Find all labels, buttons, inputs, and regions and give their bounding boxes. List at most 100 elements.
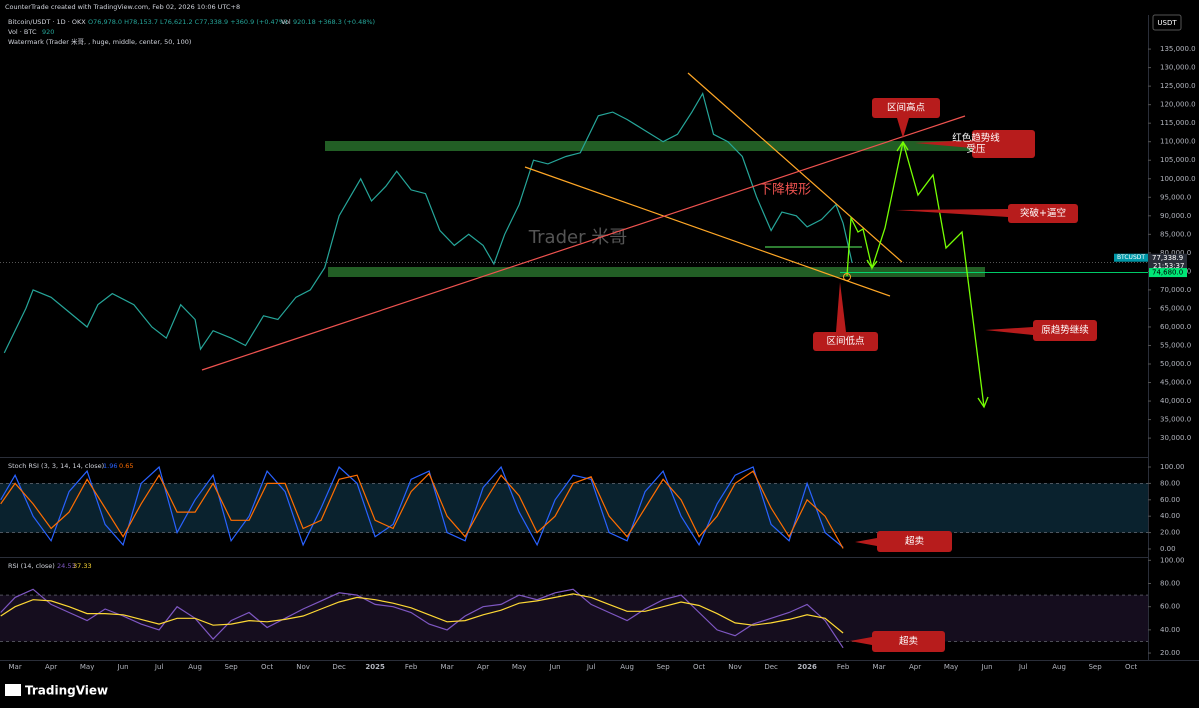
x-tick-label: Jul (586, 663, 596, 671)
callout-text: 超卖 (905, 535, 924, 547)
x-tick-label: 2025 (365, 663, 385, 671)
x-tick-label: Apr (45, 663, 57, 671)
callout-pointer (985, 327, 1033, 335)
projection-arrow (977, 396, 989, 409)
y-tick-label: 135,000.0 (1160, 45, 1196, 53)
band-fill (0, 595, 1148, 642)
x-tick-label: Mar (872, 663, 885, 671)
callout-text: 区间低点 (826, 335, 865, 347)
y-tick-label: 130,000.0 (1160, 64, 1196, 72)
vol-line: Vol · BTC (8, 28, 37, 36)
last-price: 77,338.9 (1152, 254, 1183, 262)
x-tick-label: 2026 (797, 663, 817, 671)
y-tick-label: 125,000.0 (1160, 82, 1196, 90)
band-fill (0, 483, 1148, 533)
x-tick-label: May (80, 663, 94, 671)
callout-box (877, 531, 952, 552)
y-tick-label: 80.00 (1160, 479, 1180, 487)
callout-pointer (855, 538, 877, 546)
y-tick-label: 85,000.0 (1160, 230, 1191, 238)
vol-value: 920 (42, 28, 54, 36)
x-tick-label: Apr (909, 663, 921, 671)
y-tick-label: 80,000.0 (1160, 249, 1191, 257)
x-tick-label: Aug (188, 663, 202, 671)
x-tick-label: Oct (693, 663, 705, 671)
y-tick-label: 115,000.0 (1160, 119, 1196, 127)
data-line (0, 593, 844, 634)
wedge-upper (687, 72, 903, 263)
y-tick-label: 105,000.0 (1160, 156, 1196, 164)
y-tick-label: 110,000.0 (1160, 138, 1196, 146)
callout-box (1008, 204, 1078, 223)
x-tick-label: Jul (154, 663, 164, 671)
callout-pointer (915, 140, 972, 148)
y-tick-label: 90,000.0 (1160, 212, 1191, 220)
x-tick-label: May (512, 663, 526, 671)
x-tick-label: Dec (764, 663, 778, 671)
callout-text: 突破+逼空 (1020, 207, 1066, 219)
symbol-tag-box (1114, 253, 1148, 262)
callout-box (972, 130, 1035, 158)
y-tick-label: 60,000.0 (1160, 323, 1191, 331)
data-line (0, 470, 844, 549)
indicator-readout: 37.33 (73, 562, 92, 570)
last-price-box (1149, 253, 1187, 271)
y-tick-label: 40.00 (1160, 626, 1180, 634)
symbol: Bitcoin/USDT · 1D · OKX (8, 18, 86, 26)
y-tick-label: 45,000.0 (1160, 379, 1191, 387)
y-tick-label: 100.00 (1160, 556, 1185, 564)
x-tick-label: Nov (728, 663, 742, 671)
callout-pointer (850, 637, 872, 645)
y-tick-label: 70,000.0 (1160, 286, 1191, 294)
x-tick-label: Feb (837, 663, 850, 671)
indicator-readout: 24.53 (57, 562, 76, 570)
indicator-title: RSI (14, close) (8, 562, 55, 570)
callout-text: 受压 (966, 143, 986, 155)
layers (0, 15, 1199, 661)
projection-arrow (896, 140, 909, 152)
logo-icon (5, 684, 21, 696)
indicator-readout: 0.65 (119, 462, 133, 470)
pattern-label: 下降楔形 (759, 183, 811, 198)
data-line (3, 91, 853, 354)
y-tick-label: 100.00 (1160, 463, 1185, 471)
currency-box[interactable] (1152, 14, 1182, 31)
projection-arrow (866, 259, 878, 270)
projection (846, 141, 985, 408)
currency[interactable]: USDT (1157, 19, 1177, 27)
y-tick-label: 40,000.0 (1160, 397, 1191, 405)
callout-box (813, 332, 878, 351)
callout-text: 区间高点 (887, 102, 926, 114)
y-tick-label: 120,000.0 (1160, 101, 1196, 109)
x-tick-label: Aug (620, 663, 634, 671)
callout-text: 红色趋势线 (952, 132, 1000, 144)
x-tick-label: Sep (656, 663, 670, 671)
x-tick-label: Jun (117, 663, 129, 671)
indicator-title: Stoch RSI (3, 3, 14, 14, close) (8, 462, 104, 470)
x-tick-label: Nov (296, 663, 310, 671)
y-tick-label: 80.00 (1160, 580, 1180, 588)
callout-box (872, 631, 945, 652)
data-line (0, 588, 844, 649)
y-tick-label: 100,000.0 (1160, 175, 1196, 183)
low-level-box (1149, 268, 1187, 278)
watermark-line: Watermark (Trader 米哥, , huge, middle, ce… (8, 37, 191, 46)
y-tick-label: 60.00 (1160, 603, 1180, 611)
x-tick-label: Feb (405, 663, 418, 671)
callout-box (872, 98, 940, 118)
indicator-readout: 1.96 (103, 462, 117, 470)
callout-text: 超卖 (899, 635, 918, 647)
low-level: 74,680.0 (1152, 269, 1183, 277)
countdown: 21:53:37 (1153, 262, 1184, 270)
x-tick-label: Jul (1018, 663, 1028, 671)
x-tick-label: May (944, 663, 958, 671)
x-tick-label: Sep (225, 663, 239, 671)
x-tick-label: Mar (9, 663, 22, 671)
low-marker (843, 273, 851, 281)
callout-pointer (895, 209, 1008, 217)
trendline (201, 115, 966, 371)
support-zone (328, 267, 985, 277)
callout-box (1033, 320, 1097, 341)
